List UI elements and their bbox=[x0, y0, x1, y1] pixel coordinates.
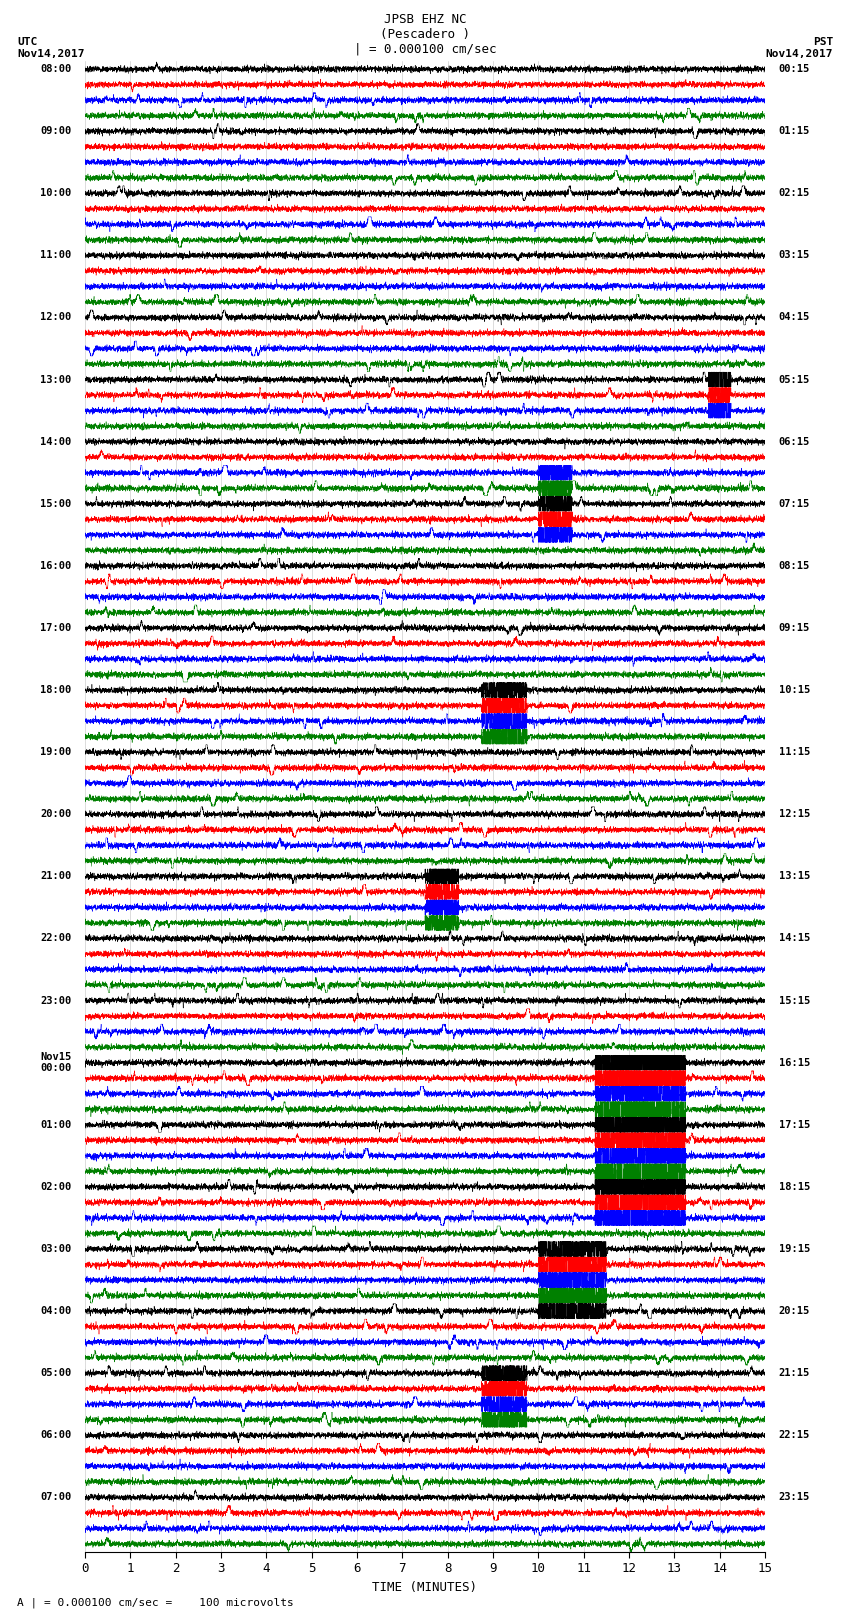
Text: 08:15: 08:15 bbox=[779, 561, 810, 571]
Text: 06:00: 06:00 bbox=[40, 1431, 71, 1440]
Text: 04:00: 04:00 bbox=[40, 1307, 71, 1316]
Text: 11:15: 11:15 bbox=[779, 747, 810, 756]
Text: 03:00: 03:00 bbox=[40, 1244, 71, 1253]
Text: 10:15: 10:15 bbox=[779, 686, 810, 695]
Text: 05:15: 05:15 bbox=[779, 374, 810, 384]
Text: 12:00: 12:00 bbox=[40, 313, 71, 323]
Text: 07:15: 07:15 bbox=[779, 498, 810, 508]
Text: 14:00: 14:00 bbox=[40, 437, 71, 447]
Text: 19:00: 19:00 bbox=[40, 747, 71, 756]
X-axis label: TIME (MINUTES): TIME (MINUTES) bbox=[372, 1581, 478, 1594]
Text: 16:00: 16:00 bbox=[40, 561, 71, 571]
Text: 20:00: 20:00 bbox=[40, 810, 71, 819]
Text: 05:00: 05:00 bbox=[40, 1368, 71, 1378]
Text: PST
Nov14,2017: PST Nov14,2017 bbox=[766, 37, 833, 58]
Text: 09:15: 09:15 bbox=[779, 623, 810, 632]
Text: 08:00: 08:00 bbox=[40, 65, 71, 74]
Text: 04:15: 04:15 bbox=[779, 313, 810, 323]
Text: 18:00: 18:00 bbox=[40, 686, 71, 695]
Text: Nov15
00:00: Nov15 00:00 bbox=[40, 1052, 71, 1074]
Text: 10:00: 10:00 bbox=[40, 189, 71, 198]
Text: UTC
Nov14,2017: UTC Nov14,2017 bbox=[17, 37, 84, 58]
Text: 21:15: 21:15 bbox=[779, 1368, 810, 1378]
Title: JPSB EHZ NC
(Pescadero )
| = 0.000100 cm/sec: JPSB EHZ NC (Pescadero ) | = 0.000100 cm… bbox=[354, 13, 496, 56]
Text: 18:15: 18:15 bbox=[779, 1182, 810, 1192]
Text: 15:00: 15:00 bbox=[40, 498, 71, 508]
Text: 22:00: 22:00 bbox=[40, 934, 71, 944]
Text: 11:00: 11:00 bbox=[40, 250, 71, 260]
Text: 09:00: 09:00 bbox=[40, 126, 71, 135]
Text: 15:15: 15:15 bbox=[779, 995, 810, 1005]
Text: 13:15: 13:15 bbox=[779, 871, 810, 881]
Text: 02:00: 02:00 bbox=[40, 1182, 71, 1192]
Text: 01:15: 01:15 bbox=[779, 126, 810, 135]
Text: 16:15: 16:15 bbox=[779, 1058, 810, 1068]
Text: 12:15: 12:15 bbox=[779, 810, 810, 819]
Text: 14:15: 14:15 bbox=[779, 934, 810, 944]
Text: 13:00: 13:00 bbox=[40, 374, 71, 384]
Text: 07:00: 07:00 bbox=[40, 1492, 71, 1502]
Text: 00:15: 00:15 bbox=[779, 65, 810, 74]
Text: 02:15: 02:15 bbox=[779, 189, 810, 198]
Text: 21:00: 21:00 bbox=[40, 871, 71, 881]
Text: 22:15: 22:15 bbox=[779, 1431, 810, 1440]
Text: 06:15: 06:15 bbox=[779, 437, 810, 447]
Text: 17:00: 17:00 bbox=[40, 623, 71, 632]
Text: 03:15: 03:15 bbox=[779, 250, 810, 260]
Text: A | = 0.000100 cm/sec =    100 microvolts: A | = 0.000100 cm/sec = 100 microvolts bbox=[17, 1597, 294, 1608]
Text: 23:15: 23:15 bbox=[779, 1492, 810, 1502]
Text: 23:00: 23:00 bbox=[40, 995, 71, 1005]
Text: 19:15: 19:15 bbox=[779, 1244, 810, 1253]
Text: 20:15: 20:15 bbox=[779, 1307, 810, 1316]
Text: 17:15: 17:15 bbox=[779, 1119, 810, 1129]
Text: 01:00: 01:00 bbox=[40, 1119, 71, 1129]
